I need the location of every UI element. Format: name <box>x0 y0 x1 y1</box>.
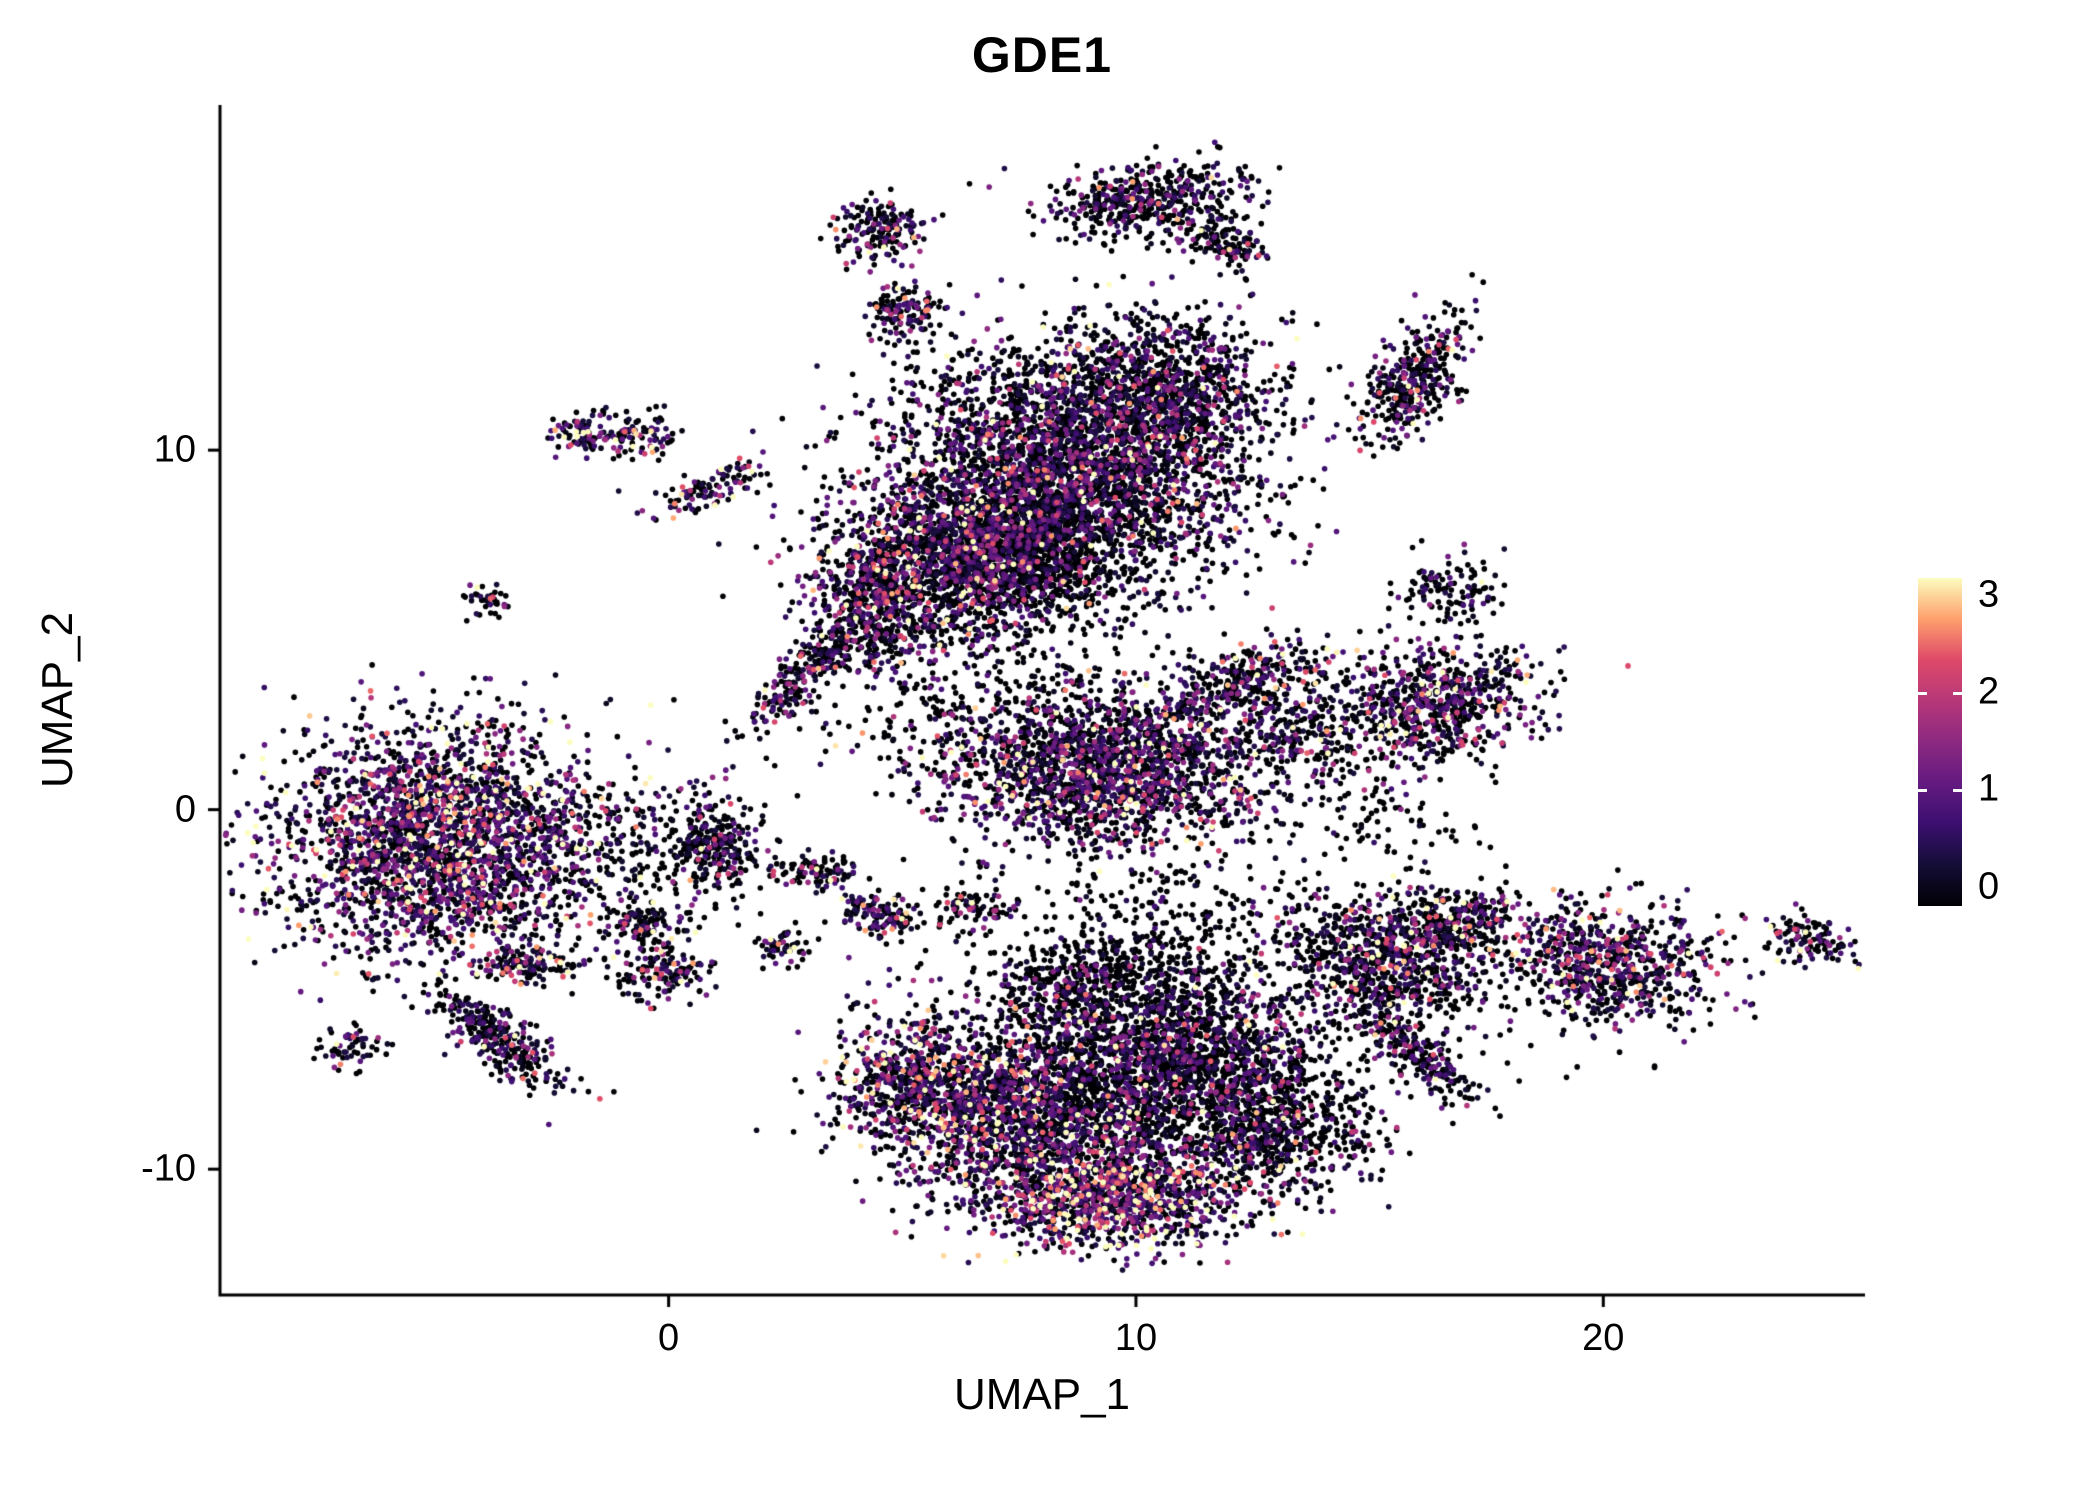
x-tick-label-0: 0 <box>658 1317 680 1359</box>
legend-tick-label-1: 2 <box>1978 670 2000 713</box>
colorbar-tick <box>1918 789 1927 793</box>
legend-tick-label-2: 1 <box>1978 767 2000 810</box>
y-tick-label-0: 10 <box>153 428 196 471</box>
y-axis-label: UMAP_2 <box>33 611 82 789</box>
colorbar-gradient <box>1918 578 1962 906</box>
legend-tick-label-3: 0 <box>1978 865 2000 908</box>
plot-title: GDE1 <box>971 27 1113 83</box>
colorbar-tick <box>1918 691 1927 695</box>
x-tick-label-1: 10 <box>1114 1317 1158 1359</box>
y-tick-label-1: 0 <box>174 788 196 831</box>
legend-tick-label-0: 3 <box>1978 573 2000 616</box>
colorbar-tick <box>1953 691 1962 695</box>
y-tick-label-2: -10 <box>141 1147 196 1190</box>
colorbar-tick <box>1953 789 1962 793</box>
x-tick-label-2: 20 <box>1582 1317 1625 1359</box>
x-axis-label: UMAP_1 <box>953 1370 1131 1419</box>
